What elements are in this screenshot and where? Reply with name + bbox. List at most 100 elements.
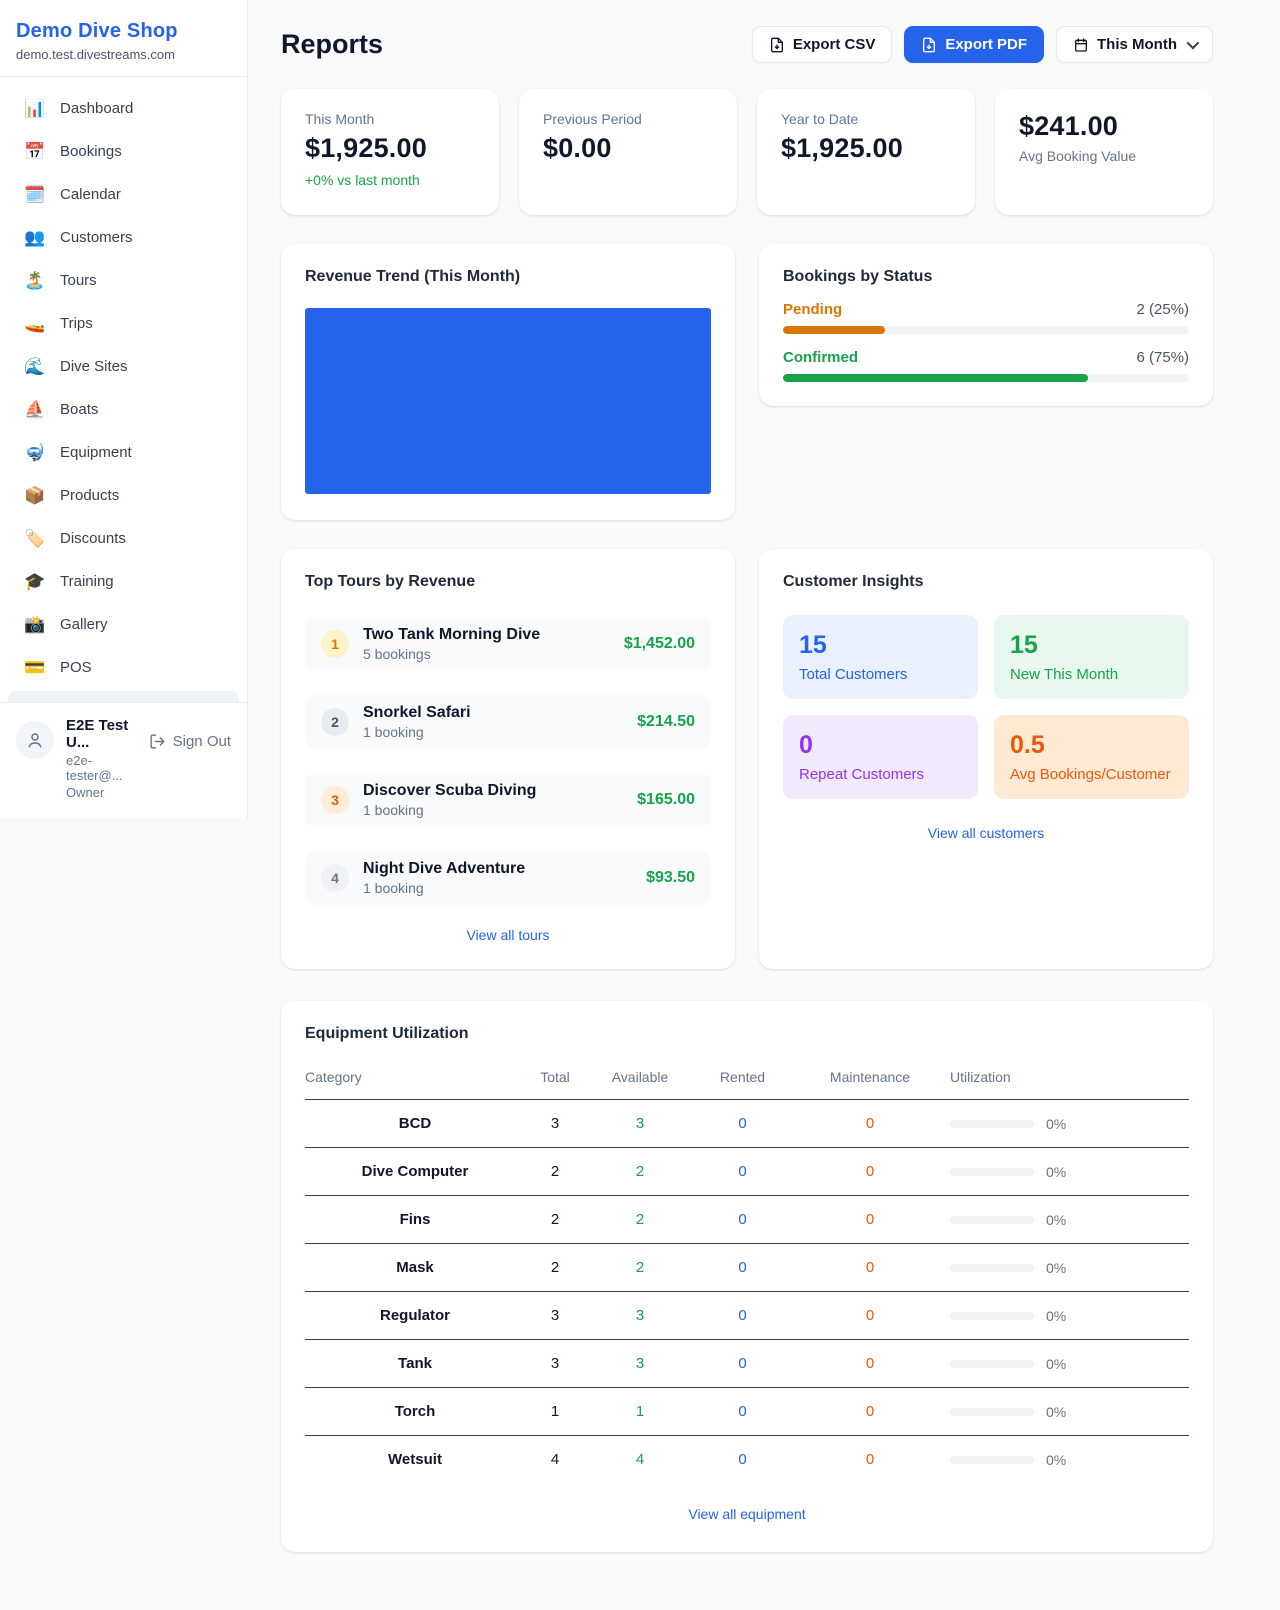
export-csv-button[interactable]: Export CSV <box>751 26 893 63</box>
bookings-calendar-icon: 📅 <box>24 141 46 161</box>
stat-previous-period: Previous Period $0.00 <box>519 89 737 215</box>
log-out-icon <box>150 734 165 749</box>
sidebar-item-equipment[interactable]: 🤿 Equipment <box>24 442 132 462</box>
equipment-table: Category Total Available Rented Maintena… <box>305 1061 1189 1484</box>
shop-header: Demo Dive Shop demo.test.divestreams.com <box>0 0 247 77</box>
table-row: Wetsuit 4 4 0 0 0% <box>388 1451 1067 1469</box>
sidebar: Demo Dive Shop demo.test.divestreams.com… <box>0 0 248 818</box>
period-dropdown[interactable]: This Month <box>1056 26 1213 63</box>
island-icon: 🏝️ <box>24 270 46 290</box>
utilization-bar <box>950 1215 1034 1224</box>
table-row: Tank 3 3 0 0 0% <box>305 1339 1189 1388</box>
table-row: BCD 3 3 0 0 0% <box>305 1099 1189 1148</box>
main-area: Reports Export CSV Export PDF This Month <box>248 0 1280 1552</box>
sidebar-item-bookings[interactable]: 📅 Bookings <box>24 141 122 161</box>
table-header-row: Category Total Available Rented Maintena… <box>305 1061 1189 1100</box>
utilization-bar <box>950 1407 1034 1416</box>
dashboard-icon: 📊 <box>24 98 46 118</box>
top-tours-title: Top Tours by Revenue <box>305 573 476 590</box>
sidebar-item-gallery[interactable]: 📸 Gallery <box>24 614 108 634</box>
utilization-bar <box>950 1167 1034 1176</box>
sidebar-item-dive-sites[interactable]: 🌊 Dive Sites <box>24 356 128 376</box>
sidebar-item-training[interactable]: 🎓 Training <box>24 571 114 591</box>
sidebar-item-products[interactable]: 📦 Products <box>24 485 120 505</box>
user-name: E2E Test U... <box>66 717 129 751</box>
package-icon: 📦 <box>24 485 46 505</box>
speedboat-icon: 🚤 <box>24 313 46 333</box>
tour-row[interactable]: 3 Discover Scuba Diving 1 booking $165.00 <box>305 773 711 827</box>
export-pdf-button[interactable]: Export PDF <box>904 26 1045 63</box>
customers-icon: 👥 <box>24 227 46 247</box>
pending-progress-bar <box>783 326 1189 334</box>
tile-repeat-customers: 0 Repeat Customers <box>783 715 978 799</box>
sign-out-button[interactable]: Sign Out <box>149 733 231 750</box>
revenue-trend-title: Revenue Trend (This Month) <box>305 268 521 285</box>
sidebar-item-customers[interactable]: 👥 Customers <box>24 227 133 247</box>
page-header: Reports Export CSV Export PDF This Month <box>281 26 1213 63</box>
graduation-cap-icon: 🎓 <box>24 571 46 591</box>
rank-badge: 3 <box>321 786 349 814</box>
sidebar-item-calendar[interactable]: 🗓️ Calendar <box>24 184 121 204</box>
table-row: Fins 2 2 0 0 0% <box>305 1195 1189 1244</box>
utilization-bar <box>950 1119 1034 1128</box>
view-all-equipment-link[interactable]: View all equipment <box>688 1505 806 1522</box>
tour-row[interactable]: 4 Night Dive Adventure 1 booking $93.50 <box>305 851 711 905</box>
bookings-by-status-card: Bookings by Status Pending 2 (25%) Confi… <box>759 244 1213 406</box>
sidebar-item-discounts[interactable]: 🏷️ Discounts <box>24 528 126 548</box>
utilization-bar <box>950 1263 1034 1272</box>
tour-row[interactable]: 1 Two Tank Morning Dive 5 bookings $1,452… <box>305 617 711 671</box>
stat-avg-booking-value: $241.00 Avg Booking Value <box>995 89 1213 215</box>
shop-name-link[interactable]: Demo Dive Shop <box>16 20 178 42</box>
equipment-utilization-card: Equipment Utilization Category Total Ava… <box>281 1001 1213 1552</box>
tag-icon: 🏷️ <box>24 528 46 548</box>
sidebar-nav: 📊 Dashboard 📅 Bookings 🗓️ Calendar 👥 Custome… <box>0 77 247 689</box>
tile-new-this-month: 15 New This Month <box>994 615 1189 699</box>
user-email: e2e-tester@... <box>66 753 123 783</box>
utilization-bar <box>950 1359 1034 1368</box>
stat-year-to-date: Year to Date $1,925.00 <box>757 89 975 215</box>
chevron-down-icon <box>1186 36 1200 50</box>
header-actions: Export CSV Export PDF This Month <box>751 26 1213 63</box>
credit-card-icon: 💳 <box>24 657 46 677</box>
stats-row: This Month $1,925.00 +0% vs last month P… <box>281 89 1213 215</box>
user-icon <box>28 733 42 748</box>
shop-domain: demo.test.divestreams.com <box>16 47 175 62</box>
tile-total-customers: 15 Total Customers <box>783 615 978 699</box>
revenue-trend-chart <box>305 308 711 494</box>
file-download-icon <box>770 37 783 52</box>
table-row: Dive Computer 2 2 0 0 0% <box>305 1147 1189 1196</box>
confirmed-progress-bar <box>783 374 1189 382</box>
sidebar-item-boats[interactable]: ⛵ Boats <box>24 399 99 419</box>
revenue-trend-card: Revenue Trend (This Month) <box>281 244 735 520</box>
table-row: Regulator 3 3 0 0 0% <box>305 1291 1189 1340</box>
customer-insights-card: Customer Insights 15 Total Customers 15 … <box>759 549 1213 969</box>
view-all-customers-link[interactable]: View all customers <box>927 825 1045 841</box>
calendar-icon: 🗓️ <box>24 184 46 204</box>
status-row-confirmed: Confirmed 6 (75%) <box>783 349 1189 382</box>
calendar-outline-icon <box>1075 37 1088 52</box>
sidebar-item-tours[interactable]: 🏝️ Tours <box>24 270 97 290</box>
utilization-bar <box>950 1311 1034 1320</box>
sidebar-item-partial-highlight <box>8 691 239 702</box>
wave-icon: 🌊 <box>24 356 46 376</box>
avatar <box>16 721 54 759</box>
view-all-tours-link[interactable]: View all tours <box>466 927 550 943</box>
camera-icon: 📸 <box>24 614 46 634</box>
user-meta: E2E Test U... e2e-tester@... Owner <box>66 717 137 800</box>
table-row: Mask 2 2 0 0 0% <box>305 1243 1189 1292</box>
status-row-pending: Pending 2 (25%) <box>783 301 1189 334</box>
equipment-utilization-title: Equipment Utilization <box>305 1025 469 1042</box>
file-download-icon <box>923 37 936 52</box>
table-row: Torch 1 1 0 0 0% <box>305 1387 1189 1436</box>
sidebar-item-dashboard[interactable]: 📊 Dashboard <box>24 98 134 118</box>
stat-trend: +0% vs last month <box>305 172 420 188</box>
bookings-by-status-title: Bookings by Status <box>783 268 933 285</box>
user-panel: E2E Test U... e2e-tester@... Owner Sign … <box>0 702 247 818</box>
tour-row[interactable]: 2 Snorkel Safari 1 booking $214.50 <box>305 695 711 749</box>
sidebar-item-trips[interactable]: 🚤 Trips <box>24 313 93 333</box>
sailboat-icon: ⛵ <box>24 399 46 419</box>
sidebar-item-pos[interactable]: 💳 POS <box>24 657 92 677</box>
rank-badge: 2 <box>321 708 349 736</box>
page-title: Reports <box>281 29 384 59</box>
